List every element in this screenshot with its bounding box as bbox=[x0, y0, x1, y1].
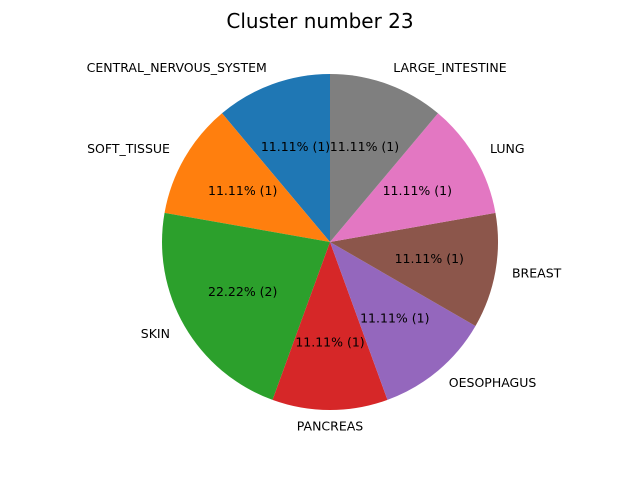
slice-percent-label: 11.11% (1) bbox=[295, 334, 364, 349]
pie-slice-central-nervous-system bbox=[222, 74, 330, 242]
slice-label: CENTRAL_NERVOUS_SYSTEM bbox=[87, 60, 267, 75]
pie-slice-lung bbox=[330, 113, 496, 242]
slice-percent-label: 11.11% (1) bbox=[383, 183, 452, 198]
slice-label: SOFT_TISSUE bbox=[87, 141, 170, 156]
slice-label: PANCREAS bbox=[297, 418, 364, 433]
slice-label: BREAST bbox=[512, 266, 562, 281]
pie-slice-breast bbox=[330, 212, 498, 326]
slice-label: LARGE_INTESTINE bbox=[393, 60, 506, 75]
slice-label: SKIN bbox=[141, 326, 170, 341]
pie-slices bbox=[162, 74, 498, 410]
slice-percent-label: 22.22% (2) bbox=[208, 284, 277, 299]
chart-title: Cluster number 23 bbox=[226, 9, 413, 33]
slice-label: OESOPHAGUS bbox=[449, 375, 537, 390]
pie-slice-soft-tissue bbox=[164, 113, 330, 242]
slice-percent-label: 11.11% (1) bbox=[395, 251, 464, 266]
pie-slice-oesophagus bbox=[330, 242, 476, 400]
slice-percent-label: 11.11% (1) bbox=[208, 183, 277, 198]
pie-slice-pancreas bbox=[272, 242, 388, 410]
pie-slice-large-intestine bbox=[330, 74, 438, 242]
pie-percent-labels: 11.11% (1)11.11% (1)22.22% (2)11.11% (1)… bbox=[208, 139, 464, 350]
slice-percent-label: 11.11% (1) bbox=[261, 139, 330, 154]
pie-labels: CENTRAL_NERVOUS_SYSTEM SOFT_TISSUE SKIN PAN… bbox=[87, 60, 562, 433]
slice-percent-label: 11.11% (1) bbox=[360, 311, 429, 326]
slice-percent-label: 11.11% (1) bbox=[330, 139, 399, 154]
slice-label: LUNG bbox=[490, 141, 525, 156]
pie-slice-skin bbox=[162, 212, 330, 400]
